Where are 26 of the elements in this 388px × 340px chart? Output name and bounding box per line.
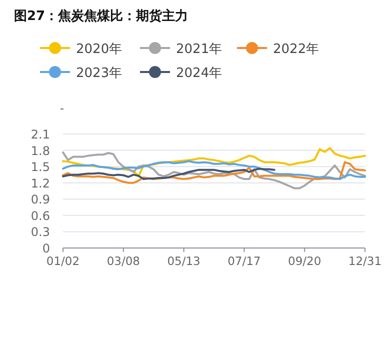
line-series — [62, 147, 366, 178]
legend-label: 2023年 — [76, 66, 122, 81]
x-tick-label: 12/31 — [348, 254, 382, 268]
x-tick-label: 03/08 — [106, 254, 140, 268]
legend-label: 2021年 — [176, 42, 222, 57]
line-series — [62, 168, 276, 180]
y-axis-title: - — [60, 102, 64, 115]
x-tick-label: 09/20 — [288, 254, 322, 268]
y-tick-label: 1.8 — [30, 144, 50, 158]
x-tick-label: 05/13 — [167, 254, 200, 268]
y-tick-label: 0.9 — [30, 192, 50, 207]
y-tick-label: 0 — [42, 242, 50, 256]
x-tick-label: 07/17 — [228, 254, 261, 268]
y-tick-label: 0.3 — [30, 225, 50, 240]
y-tick-label: 1.5 — [30, 160, 50, 174]
chart-title: 图27：焦炭焦煤比：期货主力 — [14, 8, 188, 24]
y-tick-label: 2.1 — [30, 128, 50, 142]
x-tick-label: 01/02 — [46, 254, 80, 268]
y-tick-label: 0.6 — [30, 208, 50, 223]
y-tick-label: 1.2 — [30, 176, 50, 190]
line-series — [62, 160, 366, 180]
legend-label: 2020年 — [76, 42, 122, 57]
line-series — [62, 161, 366, 184]
line-series — [62, 151, 366, 190]
legend-label: 2024年 — [176, 66, 222, 81]
legend-label: 2022年 — [273, 42, 320, 57]
